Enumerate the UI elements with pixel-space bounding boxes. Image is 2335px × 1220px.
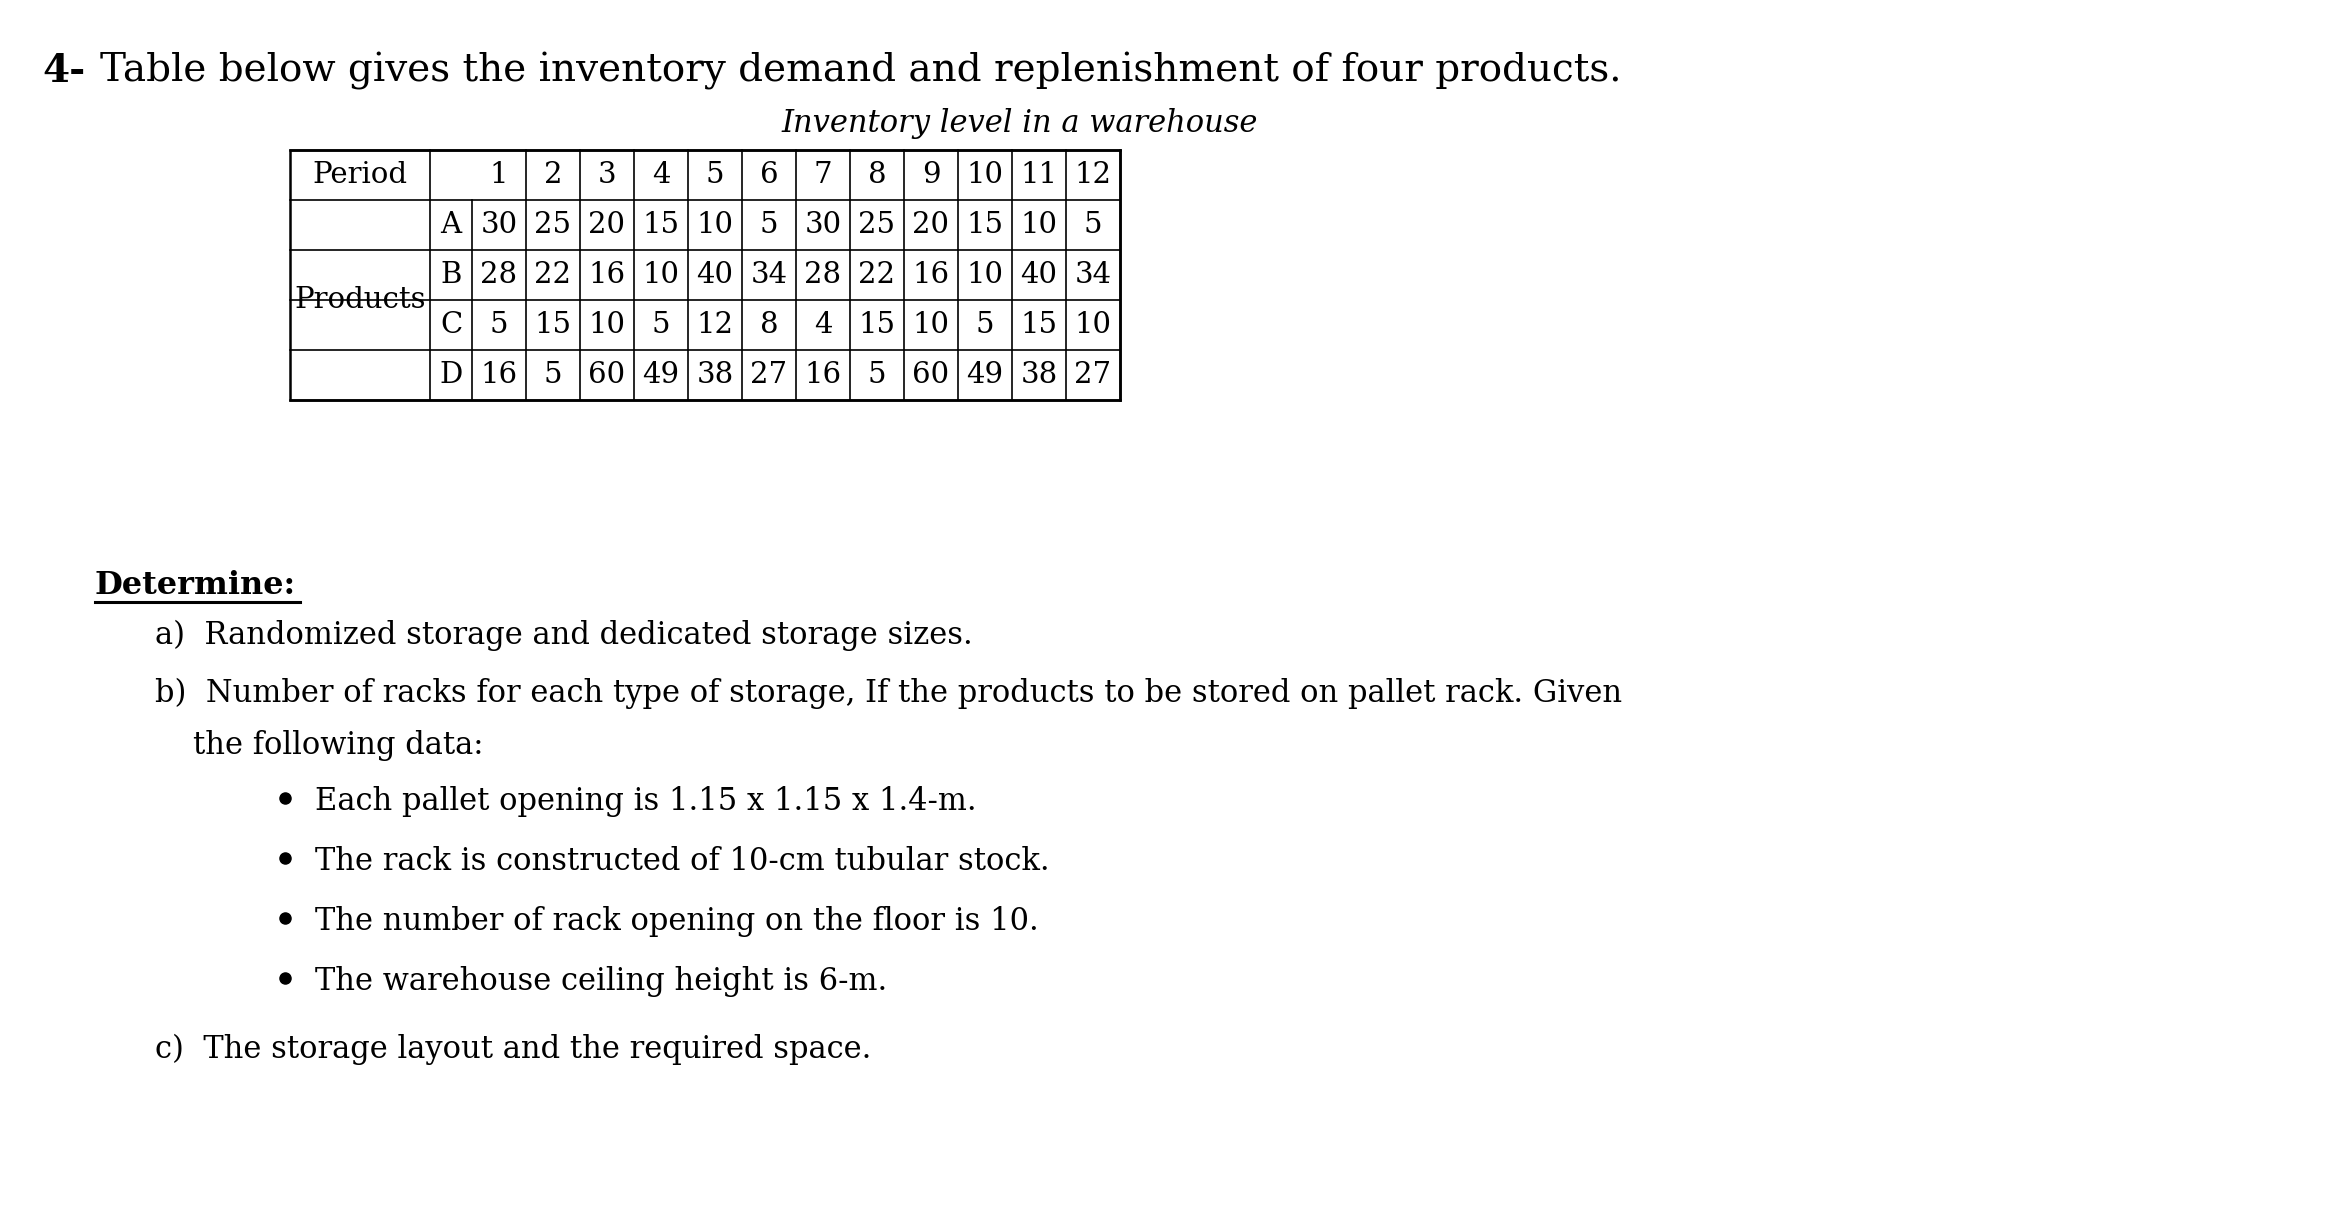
Text: 15: 15 xyxy=(535,311,572,339)
Text: the following data:: the following data: xyxy=(194,730,483,761)
Text: The warehouse ceiling height is 6-m.: The warehouse ceiling height is 6-m. xyxy=(315,966,887,997)
Text: Table below gives the inventory demand and replenishment of four products.: Table below gives the inventory demand a… xyxy=(100,52,1620,90)
Text: 30: 30 xyxy=(481,211,518,239)
Text: Products: Products xyxy=(294,285,425,314)
Text: 40: 40 xyxy=(1020,261,1058,289)
Text: 8: 8 xyxy=(759,311,778,339)
Text: 16: 16 xyxy=(481,361,518,389)
Text: 10: 10 xyxy=(642,261,679,289)
Text: 20: 20 xyxy=(913,211,950,239)
Text: 15: 15 xyxy=(1020,311,1058,339)
Text: 10: 10 xyxy=(1020,211,1058,239)
Text: 38: 38 xyxy=(1020,361,1058,389)
Text: 5: 5 xyxy=(869,361,887,389)
Text: A: A xyxy=(441,211,462,239)
Text: 4: 4 xyxy=(815,311,831,339)
Text: 7: 7 xyxy=(813,161,831,189)
Text: 10: 10 xyxy=(1074,311,1111,339)
Text: 16: 16 xyxy=(588,261,626,289)
Text: Each pallet opening is 1.15 x 1.15 x 1.4-m.: Each pallet opening is 1.15 x 1.15 x 1.4… xyxy=(315,786,976,817)
Text: a)  Randomized storage and dedicated storage sizes.: a) Randomized storage and dedicated stor… xyxy=(154,620,974,651)
Text: 28: 28 xyxy=(806,261,841,289)
Text: 5: 5 xyxy=(544,361,563,389)
Text: The rack is constructed of 10-cm tubular stock.: The rack is constructed of 10-cm tubular… xyxy=(315,845,1051,877)
Text: 9: 9 xyxy=(922,161,941,189)
Text: 8: 8 xyxy=(869,161,887,189)
Text: 15: 15 xyxy=(642,211,679,239)
Text: B: B xyxy=(441,261,462,289)
Text: 1: 1 xyxy=(490,161,509,189)
Text: 5: 5 xyxy=(759,211,778,239)
Text: 20: 20 xyxy=(588,211,626,239)
Text: c)  The storage layout and the required space.: c) The storage layout and the required s… xyxy=(154,1035,871,1065)
Text: 27: 27 xyxy=(1074,361,1111,389)
Text: C: C xyxy=(439,311,462,339)
Text: 5: 5 xyxy=(976,311,995,339)
Text: 28: 28 xyxy=(481,261,518,289)
Text: 3: 3 xyxy=(598,161,616,189)
Text: 15: 15 xyxy=(967,211,1004,239)
Text: Inventory level in a warehouse: Inventory level in a warehouse xyxy=(782,109,1259,139)
Text: 15: 15 xyxy=(859,311,897,339)
Text: 49: 49 xyxy=(967,361,1004,389)
Text: 6: 6 xyxy=(759,161,778,189)
Text: 10: 10 xyxy=(696,211,733,239)
Text: 5: 5 xyxy=(1083,211,1102,239)
Text: 16: 16 xyxy=(806,361,841,389)
Text: 60: 60 xyxy=(913,361,950,389)
Text: b)  Number of racks for each type of storage, If the products to be stored on pa: b) Number of racks for each type of stor… xyxy=(154,678,1623,709)
Text: Period: Period xyxy=(313,161,409,189)
Text: 10: 10 xyxy=(588,311,626,339)
Text: 34: 34 xyxy=(1074,261,1111,289)
Text: 38: 38 xyxy=(696,361,733,389)
Text: 25: 25 xyxy=(859,211,897,239)
Text: 27: 27 xyxy=(750,361,787,389)
Bar xyxy=(290,150,1121,400)
Text: 10: 10 xyxy=(967,261,1004,289)
Text: 2: 2 xyxy=(544,161,563,189)
Text: 10: 10 xyxy=(913,311,950,339)
Text: 22: 22 xyxy=(535,261,572,289)
Text: The number of rack opening on the floor is 10.: The number of rack opening on the floor … xyxy=(315,906,1039,937)
Text: 5: 5 xyxy=(651,311,670,339)
Text: 22: 22 xyxy=(859,261,897,289)
Text: 4: 4 xyxy=(651,161,670,189)
Text: 5: 5 xyxy=(705,161,724,189)
Text: 5: 5 xyxy=(490,311,509,339)
Text: 12: 12 xyxy=(1074,161,1111,189)
Text: 34: 34 xyxy=(750,261,787,289)
Text: Determine:: Determine: xyxy=(96,570,297,601)
Text: 16: 16 xyxy=(913,261,950,289)
Text: 60: 60 xyxy=(588,361,626,389)
Text: 4-: 4- xyxy=(42,52,86,90)
Text: 10: 10 xyxy=(967,161,1004,189)
Text: 40: 40 xyxy=(696,261,733,289)
Text: D: D xyxy=(439,361,462,389)
Text: 25: 25 xyxy=(535,211,572,239)
Text: 12: 12 xyxy=(696,311,733,339)
Text: 30: 30 xyxy=(806,211,841,239)
Text: 11: 11 xyxy=(1020,161,1058,189)
Text: 49: 49 xyxy=(642,361,679,389)
